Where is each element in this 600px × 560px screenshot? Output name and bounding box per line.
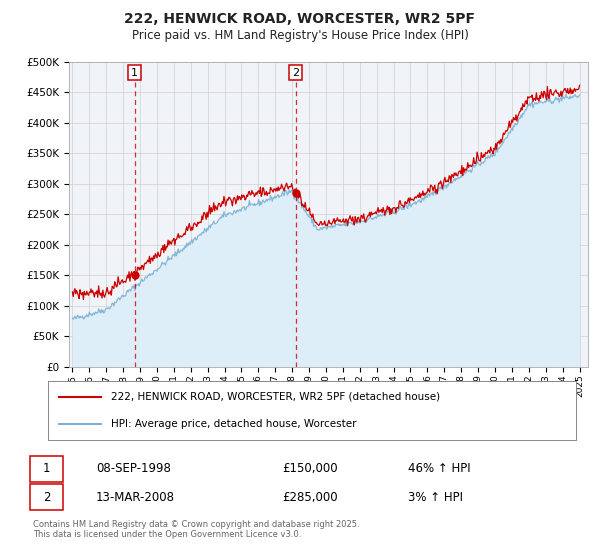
Text: £285,000: £285,000 xyxy=(282,491,338,504)
Text: 13-MAR-2008: 13-MAR-2008 xyxy=(96,491,175,504)
Text: Contains HM Land Registry data © Crown copyright and database right 2025.
This d: Contains HM Land Registry data © Crown c… xyxy=(33,520,359,539)
Text: 2: 2 xyxy=(43,491,50,504)
Text: 46% ↑ HPI: 46% ↑ HPI xyxy=(408,462,470,475)
Text: 222, HENWICK ROAD, WORCESTER, WR2 5PF (detached house): 222, HENWICK ROAD, WORCESTER, WR2 5PF (d… xyxy=(112,391,440,402)
Text: 08-SEP-1998: 08-SEP-1998 xyxy=(96,462,171,475)
Text: HPI: Average price, detached house, Worcester: HPI: Average price, detached house, Worc… xyxy=(112,419,357,429)
Text: 2: 2 xyxy=(292,68,299,78)
Text: 3% ↑ HPI: 3% ↑ HPI xyxy=(408,491,463,504)
Text: £150,000: £150,000 xyxy=(282,462,338,475)
Text: 1: 1 xyxy=(43,462,50,475)
Text: Price paid vs. HM Land Registry's House Price Index (HPI): Price paid vs. HM Land Registry's House … xyxy=(131,29,469,42)
Text: 1: 1 xyxy=(131,68,138,78)
Text: 222, HENWICK ROAD, WORCESTER, WR2 5PF: 222, HENWICK ROAD, WORCESTER, WR2 5PF xyxy=(125,12,476,26)
